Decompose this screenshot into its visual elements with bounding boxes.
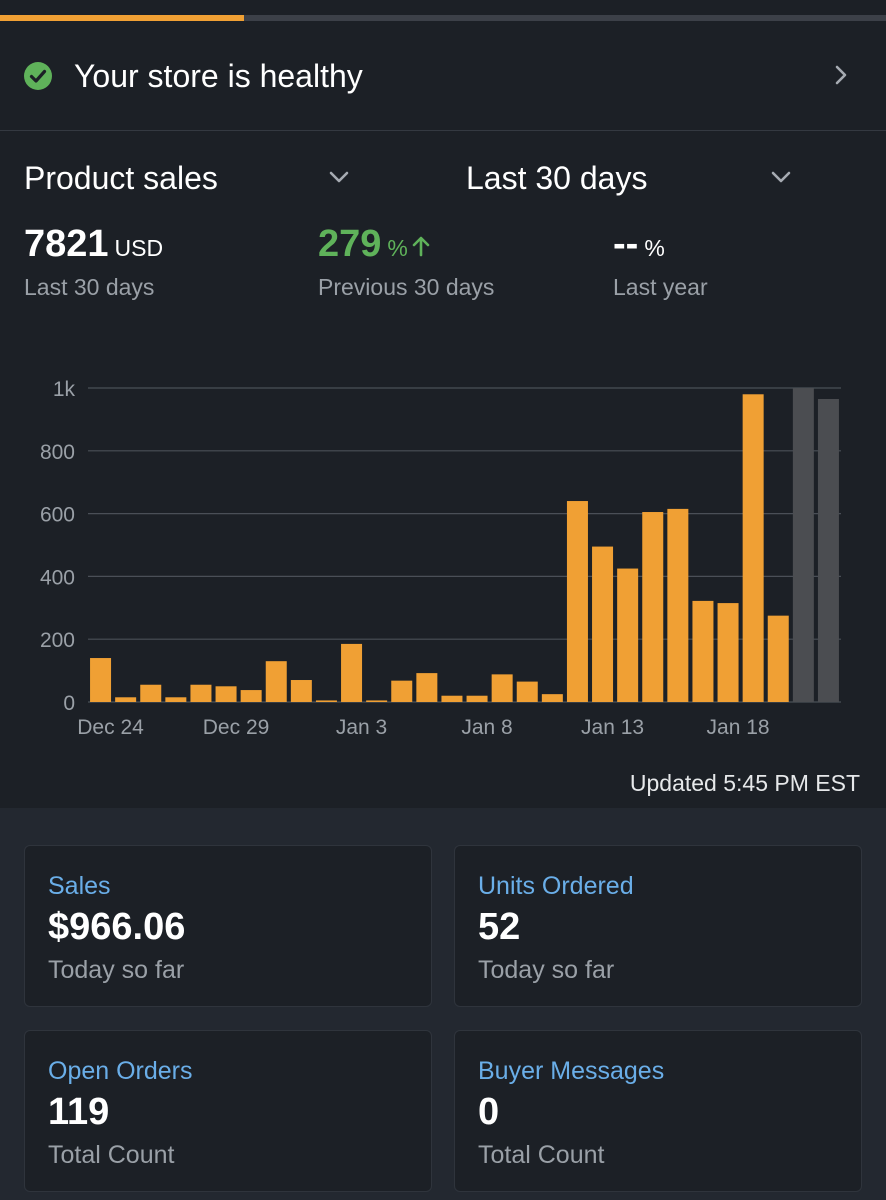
chart-bar[interactable] — [165, 697, 187, 702]
y-tick-label: 600 — [40, 504, 75, 527]
chart-bar[interactable] — [240, 690, 262, 702]
metric-last-year-value-row: --% — [613, 222, 708, 270]
store-health-text: Your store is healthy — [74, 58, 363, 94]
card-units-ordered[interactable]: Units Ordered 52 Today so far — [454, 845, 862, 1007]
chart-bar[interactable] — [391, 680, 413, 702]
dashboard-top-section: Your store is healthy Product sales Last… — [0, 15, 886, 796]
metric-previous-value: 279 — [318, 223, 382, 265]
y-tick-label: 800 — [40, 441, 75, 464]
check-circle-icon — [24, 62, 52, 90]
chart-bar[interactable] — [290, 680, 312, 702]
metric-current-unit: USD — [114, 235, 164, 261]
chart-bar[interactable] — [90, 658, 112, 702]
chart-bar[interactable] — [667, 508, 689, 702]
card-sales-subtitle: Today so far — [48, 956, 185, 984]
metric-current-label: Last 30 days — [24, 274, 155, 300]
card-open-orders-subtitle: Total Count — [48, 1141, 175, 1169]
metric-previous-period: 279% Previous 30 days — [318, 222, 494, 302]
metric-last-year-unit: % — [644, 235, 665, 261]
metric-selector[interactable]: Product sales — [24, 154, 354, 200]
y-tick-label: 200 — [40, 629, 75, 652]
chart-bar[interactable] — [491, 674, 513, 702]
chart-bar[interactable] — [315, 700, 337, 702]
metric-last-year: --% Last year — [613, 222, 708, 302]
card-buyer-messages-subtitle: Total Count — [478, 1141, 605, 1169]
store-health-row[interactable]: Your store is healthy — [0, 22, 886, 131]
metric-current-value: 7821 — [24, 223, 109, 265]
chart-bar[interactable] — [366, 700, 388, 702]
chart-bar[interactable] — [466, 695, 488, 702]
card-units-ordered-value: 52 — [478, 906, 521, 948]
chart-bar[interactable] — [717, 603, 739, 702]
loading-progress-fill — [0, 15, 244, 21]
card-units-ordered-title: Units Ordered — [478, 872, 634, 900]
card-buyer-messages[interactable]: Buyer Messages 0 Total Count — [454, 1030, 862, 1192]
chart-bar-projected[interactable] — [817, 398, 839, 702]
x-tick-label: Jan 18 — [707, 716, 770, 739]
chevron-down-icon — [771, 171, 791, 183]
chart-bar[interactable] — [742, 394, 764, 702]
chart-bar[interactable] — [441, 695, 463, 702]
date-range-selector-label: Last 30 days — [466, 160, 648, 196]
chevron-down-icon — [329, 171, 349, 183]
chart-bar[interactable] — [692, 600, 714, 702]
card-open-orders-value: 119 — [48, 1091, 110, 1133]
x-tick-label: Jan 13 — [581, 716, 644, 739]
y-tick-label: 0 — [63, 692, 75, 715]
chart-bar[interactable] — [767, 615, 789, 702]
card-open-orders-title: Open Orders — [48, 1057, 193, 1085]
y-tick-label: 1k — [53, 378, 76, 401]
chart-bar[interactable] — [115, 697, 137, 702]
chart-bar[interactable] — [642, 512, 664, 702]
chart-bar[interactable] — [541, 694, 563, 702]
date-range-selector[interactable]: Last 30 days — [466, 154, 796, 200]
metric-previous-unit: % — [387, 235, 408, 261]
chart-bar[interactable] — [265, 661, 287, 702]
metric-last-year-value: -- — [613, 223, 639, 265]
loading-progress-track — [0, 15, 886, 21]
product-sales-bar-chart: 0 200 400 600 800 1k Dec 24 Dec 29 Jan 3 Jan 8 Jan… — [40, 378, 841, 739]
metric-current-period: 7821 USD Last 30 days — [24, 222, 163, 302]
x-tick-label: Jan 8 — [461, 716, 512, 739]
card-buyer-messages-title: Buyer Messages — [478, 1057, 665, 1085]
card-buyer-messages-value: 0 — [478, 1091, 500, 1133]
chart-bar[interactable] — [215, 686, 237, 702]
chart-bar[interactable] — [190, 684, 212, 702]
card-sales-value: $966.06 — [48, 906, 186, 948]
chart-bar[interactable] — [566, 501, 588, 702]
card-sales-title: Sales — [48, 872, 111, 900]
arrow-up-icon — [412, 236, 430, 257]
metric-previous-label: Previous 30 days — [318, 274, 495, 300]
chart-bar[interactable] — [140, 684, 162, 702]
last-updated-text: Updated 5:45 PM EST — [629, 770, 860, 796]
chart-bar[interactable] — [341, 643, 363, 702]
x-tick-label: Dec 24 — [77, 716, 144, 739]
chart-bar[interactable] — [617, 568, 639, 702]
y-tick-label: 400 — [40, 566, 75, 589]
chart-bar[interactable] — [592, 546, 614, 702]
card-open-orders[interactable]: Open Orders 119 Total Count — [24, 1030, 432, 1192]
chevron-right-icon[interactable] — [828, 62, 854, 88]
x-tick-label: Jan 3 — [336, 716, 387, 739]
chart-bar-projected[interactable] — [792, 388, 814, 702]
metric-current-value-row: 7821 USD — [24, 222, 163, 270]
metric-selector-label: Product sales — [24, 160, 218, 196]
card-units-ordered-subtitle: Today so far — [478, 956, 615, 984]
metric-previous-value-row: 279% — [318, 222, 494, 270]
chart-bar[interactable] — [516, 681, 538, 702]
x-tick-label: Dec 29 — [203, 716, 270, 739]
metric-last-year-label: Last year — [613, 274, 708, 300]
card-sales[interactable]: Sales $966.06 Today so far — [24, 845, 432, 1007]
chart-bar[interactable] — [416, 673, 438, 702]
